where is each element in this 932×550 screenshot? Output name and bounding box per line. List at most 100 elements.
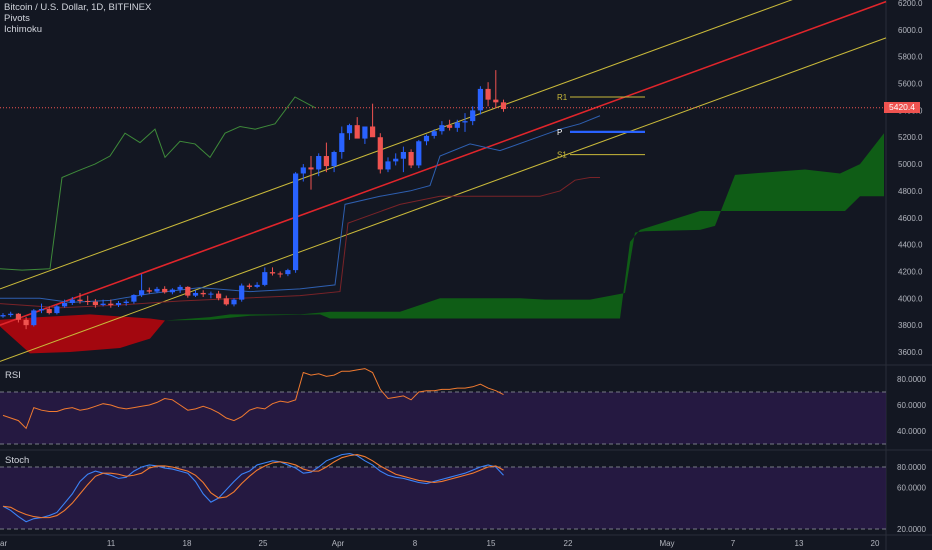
candle-body <box>123 301 129 304</box>
price-tick-label: 5200.0 <box>898 133 923 142</box>
candle-body <box>285 270 291 275</box>
candle-body <box>146 290 152 292</box>
rsi-band-fill <box>0 392 886 444</box>
time-tick-label: 15 <box>487 539 496 548</box>
stoch-tick-label: 20.0000 <box>897 525 926 534</box>
candle-body <box>477 88 483 111</box>
stoch-tick-label: 60.0000 <box>897 484 926 493</box>
candle-body <box>231 299 237 305</box>
candle-body <box>431 131 437 136</box>
candle-body <box>354 125 360 139</box>
candle-body <box>470 110 476 122</box>
channel-lower <box>0 37 887 362</box>
indicator-pivots-label[interactable]: Pivots <box>4 13 30 24</box>
kumo-bearish <box>0 314 165 354</box>
candle-body <box>92 301 98 306</box>
pivot-levels: R1 P S1 <box>557 93 645 160</box>
candle-body <box>462 121 468 123</box>
rsi-line <box>2 368 504 430</box>
candle-body <box>262 272 268 285</box>
rsi-panel-label[interactable]: RSI <box>5 370 21 381</box>
time-tick-label: ar <box>0 539 7 548</box>
candle-body <box>385 161 391 170</box>
candle-body <box>239 285 245 300</box>
price-tick-label: 5000.0 <box>898 160 923 169</box>
price-tick-label: 6200.0 <box>898 0 923 8</box>
price-tick-label: 5800.0 <box>898 53 923 62</box>
time-tick-label: Apr <box>332 539 345 548</box>
candle-body <box>439 125 445 132</box>
candle-body <box>423 135 430 142</box>
candle-body <box>370 126 376 138</box>
candle-body <box>38 309 45 311</box>
candle-body <box>23 319 29 326</box>
candlestick-series[interactable] <box>0 70 507 330</box>
chikou-span <box>0 96 316 271</box>
candle-body <box>416 141 422 166</box>
candle-body <box>115 303 122 306</box>
last-price-tag: 5420.4 <box>884 102 920 113</box>
candle-body <box>246 285 252 287</box>
candle-body <box>277 273 283 275</box>
candle-body <box>393 158 399 162</box>
stoch-band-fill <box>0 467 886 529</box>
symbol-title[interactable]: Bitcoin / U.S. Dollar, 1D, BITFINEX <box>4 2 152 13</box>
stoch-panel-label[interactable]: Stoch <box>5 455 30 466</box>
time-tick-label: 13 <box>795 539 804 548</box>
time-tick-label: 20 <box>871 539 880 548</box>
candle-body <box>500 102 507 110</box>
candle-body <box>177 286 183 290</box>
price-tick-label: 3800.0 <box>898 321 923 330</box>
time-tick-label: 8 <box>413 539 418 548</box>
price-tick-label: 4200.0 <box>898 267 923 276</box>
price-tick-label: 4600.0 <box>898 214 923 223</box>
time-tick-label: 7 <box>731 539 736 548</box>
oscillator-lines <box>2 368 504 523</box>
stoch-d-line <box>2 454 504 519</box>
oscillator-backgrounds <box>0 391 886 530</box>
time-tick-label: 18 <box>183 539 192 548</box>
price-tick-label: 5600.0 <box>898 80 923 89</box>
time-tick-label: 22 <box>564 539 573 548</box>
candle-body <box>323 156 329 167</box>
candle-body <box>100 303 106 306</box>
stoch-k-line <box>2 453 504 523</box>
price-tick-label: 4000.0 <box>898 294 923 303</box>
chart-legend: Bitcoin / U.S. Dollar, 1D, BITFINEX Pivo… <box>4 2 151 35</box>
rsi-tick-label: 40.0000 <box>897 427 926 436</box>
candle-body <box>169 289 175 293</box>
candle-body <box>331 151 337 167</box>
tenkan-sen <box>0 115 601 303</box>
candle-body <box>62 303 68 307</box>
pivot-label-s1: S1 <box>557 151 567 160</box>
candle-body <box>447 125 453 128</box>
candle-body <box>46 309 52 314</box>
rsi-tick-label: 60.0000 <box>897 401 926 410</box>
candle-body <box>192 292 199 296</box>
candle-body <box>408 151 414 166</box>
rsi-tick-label: 80.0000 <box>897 375 926 384</box>
ichimoku-lines <box>0 96 886 309</box>
candle-body <box>0 315 6 317</box>
candle-body <box>69 299 75 304</box>
pivot-label-r1: R1 <box>557 93 568 102</box>
candle-body <box>308 167 314 170</box>
candle-body <box>300 167 306 174</box>
pivot-label-p: P <box>557 128 562 137</box>
price-tick-label: 6000.0 <box>898 26 923 35</box>
candle-body <box>269 272 276 274</box>
price-tick-label: 4800.0 <box>898 187 923 196</box>
time-tick-label: May <box>659 539 674 548</box>
candle-body <box>454 122 460 128</box>
price-tick-label: 4400.0 <box>898 241 923 250</box>
channel-midline <box>0 0 887 326</box>
candle-body <box>139 290 145 295</box>
candle-body <box>377 137 383 170</box>
indicator-ichimoku-label[interactable]: Ichimoku <box>4 24 43 35</box>
candle-body <box>77 299 83 301</box>
candle-body <box>15 313 21 320</box>
candle-body <box>362 126 368 139</box>
candle-body <box>131 294 137 302</box>
